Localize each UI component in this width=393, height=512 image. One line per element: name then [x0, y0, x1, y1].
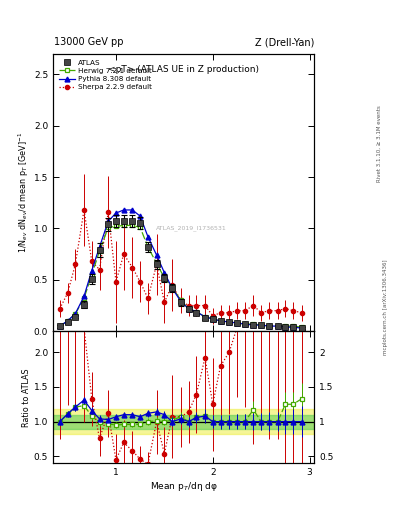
- Y-axis label: Ratio to ATLAS: Ratio to ATLAS: [22, 368, 31, 426]
- X-axis label: Mean p$_T$/dη dφ: Mean p$_T$/dη dφ: [150, 480, 218, 493]
- Bar: [53, 409, 314, 434]
- Bar: [53, 415, 314, 429]
- Text: <pT> (ATLAS UE in Z production): <pT> (ATLAS UE in Z production): [108, 65, 259, 74]
- Y-axis label: 1/N$_{ev}$ dN$_{ev}$/d mean p$_T$ [GeV]$^{-1}$: 1/N$_{ev}$ dN$_{ev}$/d mean p$_T$ [GeV]$…: [17, 132, 31, 253]
- Text: 13000 GeV pp: 13000 GeV pp: [54, 37, 124, 47]
- Legend: ATLAS, Herwig 7.2.1 default, Pythia 8.308 default, Sherpa 2.2.9 default: ATLAS, Herwig 7.2.1 default, Pythia 8.30…: [56, 57, 154, 93]
- Text: ATLAS_2019_I1736531: ATLAS_2019_I1736531: [156, 226, 227, 231]
- Text: Rivet 3.1.10, ≥ 3.1M events: Rivet 3.1.10, ≥ 3.1M events: [377, 105, 382, 182]
- Text: Z (Drell-Yan): Z (Drell-Yan): [255, 37, 314, 47]
- Text: mcplots.cern.ch [arXiv:1306.3436]: mcplots.cern.ch [arXiv:1306.3436]: [383, 260, 387, 355]
